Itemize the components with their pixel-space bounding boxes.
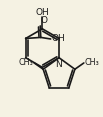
Text: OH: OH <box>35 7 49 16</box>
Text: O: O <box>41 16 48 25</box>
Text: N: N <box>55 60 62 69</box>
Text: OH: OH <box>51 35 65 44</box>
Text: CH₃: CH₃ <box>85 58 99 68</box>
Text: CH₃: CH₃ <box>19 58 33 68</box>
